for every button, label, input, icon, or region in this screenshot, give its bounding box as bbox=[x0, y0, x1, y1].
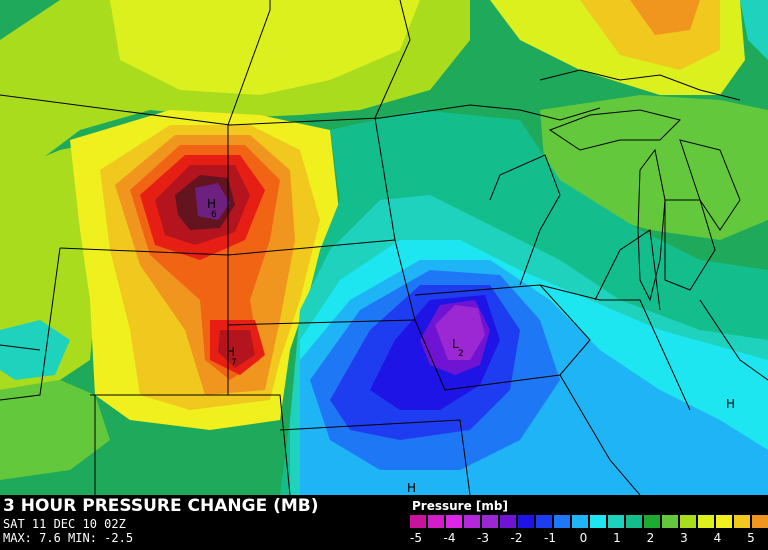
legend-swatch bbox=[752, 515, 768, 528]
michigan-outline bbox=[664, 199, 716, 291]
boundary-line bbox=[374, 0, 411, 119]
legend-tick-label: 0 bbox=[579, 531, 588, 545]
pressure-high-marker: H bbox=[726, 397, 735, 411]
field-cyan-west bbox=[0, 320, 70, 380]
legend-swatch bbox=[428, 515, 444, 528]
legend-ticks: -5 -4 -3 -2 -1 0 1 2 3 4 5 bbox=[401, 531, 761, 547]
marker-value: 2 bbox=[458, 349, 464, 359]
legend-swatch bbox=[554, 515, 570, 528]
field-purple-core bbox=[195, 183, 230, 220]
marker-letter: H bbox=[407, 481, 416, 495]
field-darkred-south bbox=[218, 330, 255, 368]
legend-swatch bbox=[662, 515, 678, 528]
canada-us-border bbox=[0, 94, 601, 126]
marker-letter: H bbox=[726, 397, 735, 411]
legend-tick-label: 3 bbox=[680, 531, 688, 545]
boundary-line bbox=[90, 394, 291, 495]
legend-color-scale bbox=[410, 515, 768, 528]
boundary-line bbox=[0, 247, 61, 401]
legend-swatch bbox=[644, 515, 660, 528]
legend-swatch bbox=[464, 515, 480, 528]
pressure-markers: H 6 H 7 L 2 H H bbox=[207, 197, 735, 495]
legend-tick-label: 4 bbox=[713, 531, 722, 545]
legend-tick-label: 5 bbox=[747, 531, 755, 545]
marker-letter: H bbox=[226, 345, 235, 359]
map-footer: 3 HOUR PRESSURE CHANGE (MB) SAT 11 DEC 1… bbox=[0, 495, 768, 550]
legend-swatch bbox=[698, 515, 714, 528]
legend-tick-label: 2 bbox=[646, 531, 655, 545]
legend-swatch bbox=[482, 515, 498, 528]
legend-swatch bbox=[536, 515, 552, 528]
boundary-line bbox=[279, 419, 471, 495]
field-purple-low bbox=[435, 305, 485, 360]
marker-value: 6 bbox=[211, 210, 217, 220]
valid-time: SAT 11 DEC 10 02Z bbox=[3, 517, 126, 531]
legend-swatch bbox=[572, 515, 588, 528]
pressure-high-marker: H 7 bbox=[226, 345, 237, 368]
pressure-low-marker: L 2 bbox=[452, 337, 464, 359]
legend-tick-label: -5 bbox=[410, 531, 422, 545]
marker-value: 7 bbox=[231, 358, 237, 368]
legend-swatch bbox=[734, 515, 750, 528]
max-min-stats: MAX: 7.6 MIN: -2.5 bbox=[3, 531, 134, 545]
legend-swatch bbox=[608, 515, 624, 528]
legend-tick-label: -2 bbox=[510, 531, 523, 545]
legend-tick-label: -4 bbox=[443, 531, 456, 545]
legend-swatch bbox=[446, 515, 462, 528]
legend-swatch bbox=[626, 515, 642, 528]
legend-tick-label: -3 bbox=[477, 531, 489, 545]
hudson-shore bbox=[539, 69, 741, 101]
boundary-line bbox=[594, 229, 661, 311]
lake-superior-outline bbox=[548, 109, 681, 151]
boundary-line bbox=[489, 154, 561, 286]
marker-letter: L bbox=[452, 337, 459, 351]
field-cyan-ne-corner bbox=[740, 0, 768, 60]
lake-huron-outline bbox=[679, 139, 741, 231]
boundary-lines bbox=[0, 0, 768, 495]
marker-letter: H bbox=[207, 197, 216, 211]
boundary-line bbox=[227, 0, 271, 126]
boundary-line bbox=[374, 117, 446, 391]
legend-swatch bbox=[410, 515, 426, 528]
legend-tick-label: 1 bbox=[613, 531, 621, 545]
boundary-line bbox=[227, 319, 416, 326]
legend-swatch bbox=[716, 515, 732, 528]
boundary-line bbox=[0, 344, 41, 351]
boundary-line bbox=[414, 284, 591, 376]
field-yellow-north bbox=[110, 0, 420, 95]
pressure-high-marker: H 6 bbox=[207, 197, 217, 220]
boundary-line bbox=[444, 374, 641, 495]
legend-tick-label: -1 bbox=[544, 531, 556, 545]
boundary-line bbox=[59, 239, 396, 256]
legend-title: Pressure [mb] bbox=[412, 499, 508, 513]
legend-swatch bbox=[518, 515, 534, 528]
field-darkorange-northeast bbox=[630, 0, 700, 35]
lake-michigan-outline bbox=[637, 148, 666, 302]
pressure-high-marker: H bbox=[407, 481, 416, 495]
map-title: 3 HOUR PRESSURE CHANGE (MB) bbox=[3, 496, 319, 516]
boundary-line bbox=[699, 299, 768, 381]
boundary-line bbox=[539, 284, 691, 411]
legend-swatch bbox=[680, 515, 696, 528]
pressure-change-map: H 6 H 7 L 2 H H bbox=[0, 0, 768, 495]
legend-swatch bbox=[500, 515, 516, 528]
legend-swatch bbox=[590, 515, 606, 528]
field-green-southwest bbox=[0, 380, 110, 480]
